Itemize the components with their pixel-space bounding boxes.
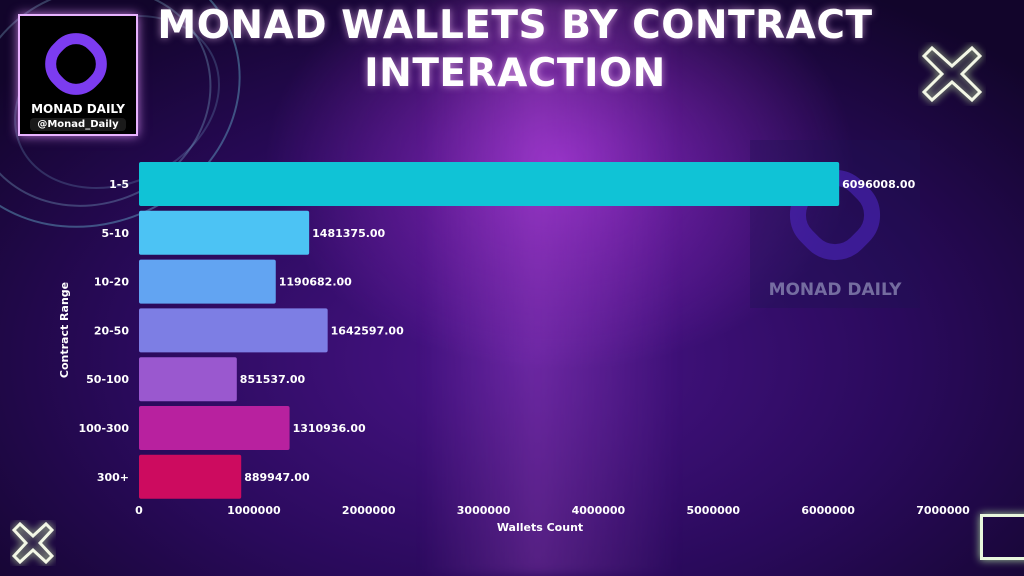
bar-50-100 <box>139 357 237 402</box>
category-labels-group: 1-5 5-10 10-20 20-50 50-100 100-300 300+ <box>79 178 130 484</box>
brand-handle: @Monad_Daily <box>30 118 126 131</box>
value-label: 889947.00 <box>244 471 310 484</box>
category-label: 20-50 <box>94 324 130 337</box>
x-tick-label: 0 <box>135 504 143 517</box>
chart-title: MONAD WALLETS BY CONTRACT INTERACTION <box>157 3 873 96</box>
background-light-rays <box>420 0 680 576</box>
bar-1-5 <box>139 162 840 206</box>
bar-10-20 <box>139 259 276 304</box>
x-tick-label: 4000000 <box>572 504 626 517</box>
x-tick-label: 3000000 <box>457 504 511 517</box>
bar-5-10 <box>139 210 310 255</box>
x-tick-label: 6000000 <box>801 504 855 517</box>
x-cross-icon <box>10 520 56 566</box>
watermark-text: MONAD DAILY <box>768 280 902 300</box>
value-label: 851537.00 <box>240 373 306 386</box>
x-tick-label: 1000000 <box>227 504 281 517</box>
value-label: 1190682.00 <box>279 276 352 289</box>
brand-name: MONAD DAILY <box>31 102 125 116</box>
value-label: 1642597.00 <box>331 324 404 337</box>
y-axis-label: Contract Range <box>58 282 71 378</box>
x-ticks-group: 0 1000000 2000000 3000000 4000000 5000000 6000… <box>135 504 970 517</box>
x-axis-label: Wallets Count <box>497 521 583 534</box>
category-label: 10-20 <box>94 276 130 289</box>
category-label: 100-300 <box>79 422 130 435</box>
bar-20-50 <box>139 308 328 353</box>
x-tick-label: 2000000 <box>342 504 396 517</box>
frame-square-icon <box>980 514 1024 560</box>
category-label: 5-10 <box>101 227 129 240</box>
category-label: 300+ <box>97 471 129 484</box>
x-cross-icon <box>918 42 986 106</box>
category-label: 1-5 <box>109 178 129 191</box>
value-label: 1310936.00 <box>293 422 366 435</box>
bar-300+ <box>139 454 242 499</box>
category-label: 50-100 <box>86 373 129 386</box>
value-label: 6096008.00 <box>842 178 915 191</box>
x-tick-label: 5000000 <box>686 504 740 517</box>
bar-100-300 <box>139 406 290 450</box>
value-label: 1481375.00 <box>312 227 385 240</box>
bars-group <box>139 162 840 499</box>
value-labels-group: 6096008.00 1481375.00 1190682.00 1642597.00… <box>240 178 916 484</box>
brand-logo: MONAD DAILY @Monad_Daily <box>18 14 138 136</box>
x-tick-label: 7000000 <box>916 504 970 517</box>
